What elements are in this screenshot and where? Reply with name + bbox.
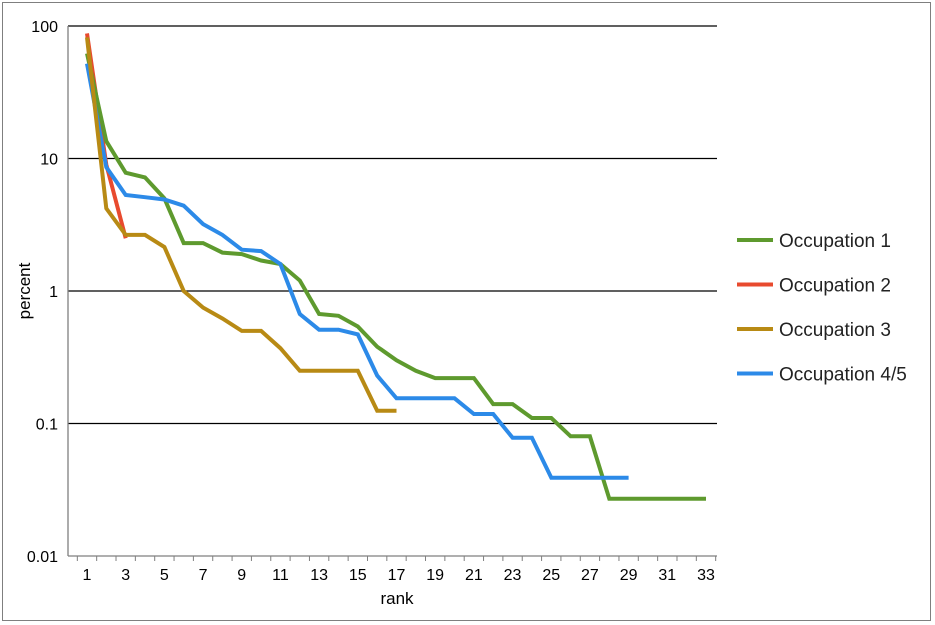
y-tick-label: 100	[31, 19, 58, 36]
legend-label: Occupation 3	[779, 320, 891, 341]
x-tick-label: 11	[272, 567, 289, 584]
x-tick-label: 15	[349, 567, 367, 584]
x-tick-label: 9	[237, 567, 246, 584]
x-tick-label: 21	[465, 567, 483, 584]
y-tick-labels: 0.01 0.1 1 10 100	[27, 19, 58, 566]
x-tick-label: 13	[310, 567, 328, 584]
x-tick-label: 17	[388, 567, 406, 584]
legend: Occupation 1 Occupation 2 Occupation 3 Occu…	[737, 231, 907, 386]
x-tick-label: 3	[121, 567, 130, 584]
x-tick-label: 29	[620, 567, 638, 584]
x-tick-label: 31	[658, 567, 676, 584]
y-tick-label: 1	[49, 284, 58, 301]
y-axis-label: percent	[15, 262, 34, 319]
x-tick-label: 1	[83, 567, 92, 584]
legend-label: Occupation 2	[779, 276, 891, 297]
y-tick-label: 10	[40, 152, 58, 169]
gridlines	[67, 25, 717, 561]
series-lines	[85, 33, 706, 501]
legend-label: Occupation 1	[779, 231, 891, 252]
series-line-occupation-3	[85, 37, 397, 413]
series-line-occupation-1	[85, 53, 706, 501]
x-tick-label: 25	[542, 567, 560, 584]
x-axis-label: rank	[380, 589, 414, 608]
x-tick-label: 27	[581, 567, 599, 584]
x-tick-label: 23	[504, 567, 522, 584]
legend-label: Occupation 4/5	[779, 365, 907, 386]
x-tick-label: 19	[426, 567, 444, 584]
x-tick-label: 5	[160, 567, 169, 584]
y-tick-label: 0.1	[36, 417, 58, 434]
x-tick-label: 7	[199, 567, 208, 584]
y-tick-label: 0.01	[27, 549, 58, 566]
x-tick-labels: 1 3 5 7 9 11 13 15 17 19 21 23 25 27 29 31 33	[83, 567, 715, 584]
x-tick-label: 33	[697, 567, 715, 584]
series-line-occupation-4-5	[85, 63, 629, 480]
